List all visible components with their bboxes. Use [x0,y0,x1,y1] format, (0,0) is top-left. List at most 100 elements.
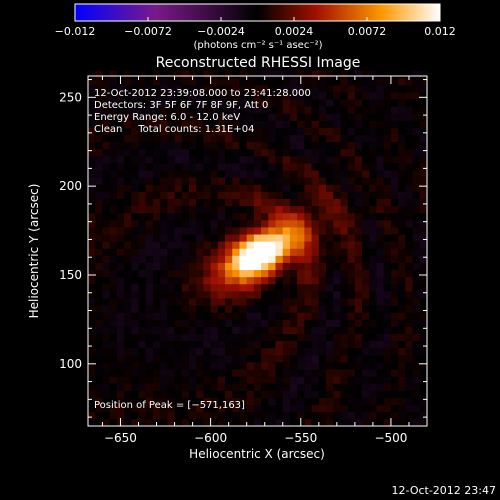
heatmap-cell [347,404,356,413]
heatmap-cell [109,319,118,327]
heatmap-cell [210,134,219,143]
heatmap-cell [152,290,161,299]
heatmap-cell [340,283,349,292]
heatmap-cell [340,70,349,79]
heatmap-cell [95,383,103,391]
heatmap-cell [181,191,190,199]
heatmap-cell [376,312,385,320]
heatmap-cell [354,276,363,285]
heatmap-cell [326,219,334,228]
heatmap-cell [297,148,305,157]
heatmap-cell [289,255,298,263]
heatmap-cell [297,369,305,377]
heatmap-cell [369,148,377,157]
heatmap-cell [390,340,399,349]
heatmap-cell [268,404,276,413]
heatmap-cell [326,205,334,214]
heatmap-cell [160,404,168,413]
heatmap-cell [419,106,428,114]
heatmap-cell [196,354,204,363]
heatmap-cell [203,340,212,349]
heatmap-cell [239,177,248,185]
heatmap-cell [326,106,334,114]
heatmap-cell [383,127,392,136]
heatmap-cell [217,77,226,86]
heatmap-cell [138,219,147,228]
heatmap-cell [116,354,125,363]
heatmap-cell [383,383,392,391]
heatmap-cell [225,340,233,349]
heatmap-cell [261,234,269,242]
heatmap-cell [246,227,255,235]
heatmap-cell [268,163,276,171]
heatmap-cell [225,347,233,356]
heatmap-cell [203,376,212,384]
heatmap-cell [174,290,183,299]
heatmap-cell [261,141,269,150]
heatmap-cell [145,184,154,192]
heatmap-cell [167,191,175,199]
heatmap-cell [145,255,154,263]
heatmap-cell [304,354,312,363]
heatmap-cell [232,106,240,114]
heatmap-cell [225,255,233,263]
heatmap-cell [232,290,240,299]
heatmap-cell [109,70,118,79]
heatmap-cell [289,99,298,107]
heatmap-cell [362,177,370,185]
heatmap-cell [275,347,284,356]
heatmap-cell [412,148,421,157]
heatmap-cell [340,305,349,313]
heatmap-cell [261,262,269,271]
heatmap-cell [362,347,370,356]
heatmap-cell [188,262,197,271]
heatmap-cell [326,234,334,242]
heatmap-cell [311,326,320,335]
heatmap-cell [138,155,147,164]
heatmap-cell [188,326,197,335]
heatmap-cell [203,177,212,185]
heatmap-cell [116,191,125,199]
heatmap-cell [275,326,284,335]
heatmap-cell [340,354,349,363]
heatmap-cell [326,155,334,164]
heatmap-cell [398,184,406,192]
heatmap-cell [88,91,96,100]
heatmap-cell [109,191,118,199]
heatmap-cell [398,99,406,107]
heatmap-cell [203,283,212,292]
heatmap-cell [210,333,219,342]
heatmap-cell [138,84,147,93]
heatmap-cell [362,106,370,114]
heatmap-cell [124,333,132,342]
heatmap-cell [398,177,406,185]
heatmap-cell [369,376,377,384]
heatmap-cell [311,362,320,370]
heatmap-cell [95,106,103,114]
heatmap-cell [304,241,312,249]
x-tick-label: −650 [104,431,137,445]
heatmap-cell [383,411,392,420]
heatmap-cell [376,99,385,107]
heatmap-cell [297,269,305,278]
heatmap-cell [347,269,356,278]
heatmap-cell [268,312,276,320]
heatmap-cell [217,148,226,157]
heatmap-cell [362,298,370,306]
heatmap-cell [138,234,147,242]
heatmap-cell [390,390,399,398]
heatmap-cell [174,262,183,271]
heatmap-cell [232,333,240,342]
heatmap-cell [188,113,197,121]
heatmap-cell [131,227,139,235]
heatmap-cell [405,198,413,207]
heatmap-cell [167,212,175,221]
heatmap-cell [196,170,204,178]
heatmap-cell [253,347,262,356]
heatmap-cell [405,283,413,292]
heatmap-cell [282,397,291,406]
heatmap-cell [246,305,255,313]
heatmap-cell [304,227,312,235]
heatmap-cell [340,141,349,150]
heatmap-cell [398,362,406,370]
